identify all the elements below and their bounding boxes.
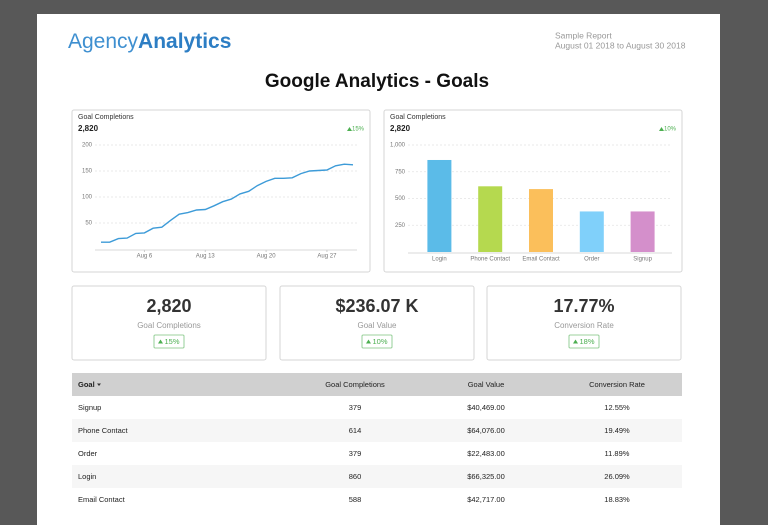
table-cell: $66,325.00	[467, 472, 505, 481]
up-icon	[347, 127, 352, 131]
y-tick-label: 50	[85, 221, 92, 227]
kpi-label: Goal Completions	[137, 321, 201, 330]
table-cell: $40,469.00	[467, 403, 505, 412]
sort-icon	[97, 383, 101, 386]
data-line	[101, 163, 354, 243]
x-tick-label: Signup	[633, 257, 652, 263]
table-cell: Phone Contact	[78, 426, 129, 435]
report-label: Sample Report	[555, 30, 612, 40]
kpi-badge	[568, 334, 600, 349]
chart-title: Goal Completions	[78, 114, 134, 121]
y-tick-label: 750	[395, 169, 406, 175]
kpi-label: Conversion Rate	[554, 321, 614, 330]
table-row	[72, 442, 682, 465]
x-tick-label: Aug 6	[137, 254, 153, 260]
up-icon	[158, 339, 163, 344]
table-cell: $42,717.00	[467, 495, 505, 504]
kpi-value: $236.07 K	[335, 296, 418, 316]
page-title: Google Analytics - Goals	[265, 71, 489, 92]
kpi-card	[486, 285, 682, 361]
x-tick-label: Phone Contact	[470, 257, 510, 263]
x-tick-label: Aug 13	[196, 254, 216, 260]
kpi-badge	[153, 334, 185, 349]
chart-panel	[71, 109, 371, 273]
kpi-change: 15%	[164, 337, 179, 346]
table-cell: 379	[349, 449, 362, 458]
up-icon	[659, 127, 664, 131]
table-row	[72, 419, 682, 442]
column-header: Goal	[78, 380, 95, 389]
chart-total: 2,820	[390, 124, 411, 133]
chart-title: Goal Completions	[390, 114, 446, 121]
bar	[630, 211, 655, 252]
up-icon	[366, 339, 371, 344]
kpi-badge	[361, 334, 393, 349]
bar	[529, 189, 553, 252]
y-tick-label: 1,000	[390, 143, 406, 149]
kpi-card	[279, 285, 475, 361]
y-tick-label: 250	[395, 223, 406, 229]
table-cell: 379	[349, 403, 362, 412]
table-cell: 11.89%	[605, 449, 630, 458]
kpi-change: 18%	[579, 337, 594, 346]
table-cell: 18.83%	[604, 495, 630, 504]
logo-part: Analytics	[138, 30, 231, 53]
table-cell: Signup	[78, 403, 101, 412]
table-row	[72, 488, 682, 511]
kpi-card	[71, 285, 267, 361]
date-range: August 01 2018 to August 30 2018	[555, 40, 686, 50]
table-header	[72, 373, 682, 396]
column-header: Goal Value	[468, 380, 505, 389]
table-cell: 26.09%	[604, 472, 630, 481]
table-cell: 19.49%	[604, 426, 630, 435]
column-header: Goal Completions	[325, 380, 385, 389]
bar	[427, 159, 452, 252]
chart-change: 15%	[352, 127, 365, 133]
y-tick-label: 100	[82, 195, 93, 201]
logo: AgencyAnalytics	[68, 30, 231, 53]
column-header: Conversion Rate	[589, 380, 645, 389]
x-tick-label: Login	[432, 257, 447, 263]
bar	[478, 186, 503, 252]
up-icon	[573, 339, 578, 344]
table-cell: 12.55%	[604, 403, 630, 412]
table-cell: $64,076.00	[467, 426, 505, 435]
logo-part: Agency	[68, 30, 139, 53]
table-cell: $22,483.00	[467, 449, 505, 458]
table-cell: Email Contact	[78, 495, 126, 504]
x-tick-label: Aug 20	[257, 254, 277, 260]
x-tick-label: Email Contact	[522, 257, 560, 263]
x-tick-label: Order	[584, 257, 599, 263]
table-cell: Login	[78, 472, 96, 481]
y-tick-label: 150	[82, 169, 93, 175]
y-tick-label: 200	[82, 143, 93, 149]
chart-total: 2,820	[78, 124, 99, 133]
y-tick-label: 500	[395, 196, 406, 202]
kpi-value: 2,820	[146, 296, 191, 316]
x-tick-label: Aug 27	[317, 254, 337, 260]
kpi-label: Goal Value	[358, 321, 398, 330]
chart-change: 10%	[664, 127, 677, 133]
bar	[579, 211, 604, 252]
table-cell: 860	[349, 472, 362, 481]
kpi-value: 17.77%	[553, 296, 614, 316]
table-cell: 614	[349, 426, 362, 435]
table-cell: Order	[78, 449, 98, 458]
table-row	[72, 465, 682, 488]
table-row	[72, 396, 682, 419]
table-cell: 588	[349, 495, 362, 504]
kpi-change: 10%	[372, 337, 387, 346]
